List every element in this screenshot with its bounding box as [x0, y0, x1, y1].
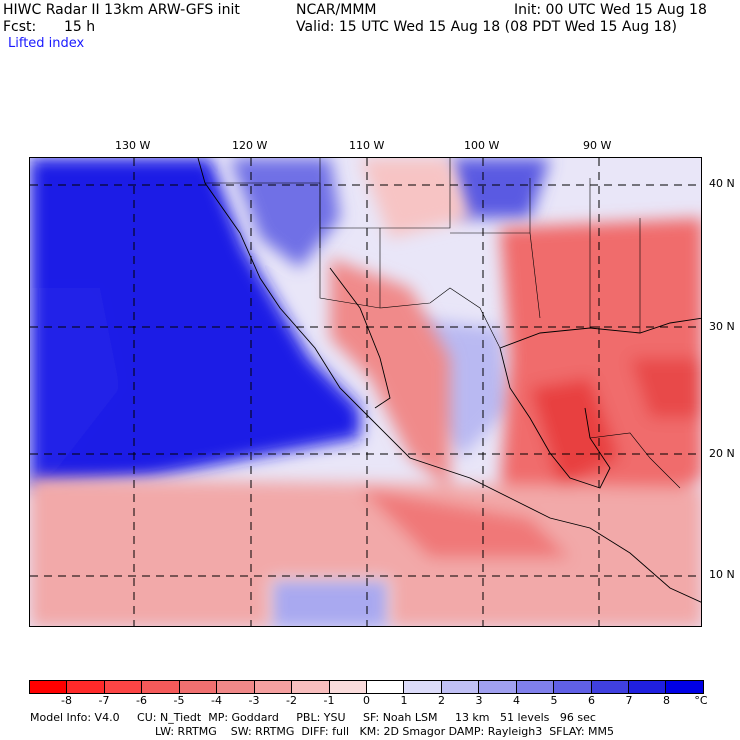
colorbar-tick-label: 1	[400, 694, 408, 707]
graticule	[30, 158, 701, 626]
colorbar-swatch	[66, 681, 104, 693]
colorbar-swatch	[590, 681, 628, 693]
colorbar-swatch	[553, 681, 591, 693]
colorbar-swatch	[141, 681, 179, 693]
colorbar-tick-label: 4	[513, 694, 520, 707]
stable-pacific-region	[30, 158, 550, 626]
colorbar-tick-label: 2	[438, 694, 445, 707]
colorbar-tick-label: 6	[588, 694, 595, 707]
unstable-region	[30, 158, 701, 626]
lat-label-40n: 40 N	[709, 177, 735, 190]
colorbar-tick-label: -7	[98, 694, 110, 707]
colorbar-swatch	[665, 681, 703, 693]
lat-label-30n: 30 N	[709, 320, 735, 333]
colorbar-swatch	[216, 681, 254, 693]
lifted-index-map[interactable]	[29, 157, 702, 627]
lon-label-110w: 110 W	[349, 139, 385, 152]
colorbar-swatch	[328, 681, 366, 693]
lat-label-10n: 10 N	[709, 568, 735, 581]
colorbar-tick-label: 5	[550, 694, 558, 707]
valid-time: Valid: 15 UTC Wed 15 Aug 18 (08 PDT Wed …	[296, 19, 677, 35]
colorbar-tick-label: 3	[475, 694, 483, 707]
colorbar-tick-label: -8	[61, 694, 72, 707]
organization: NCAR/MMM	[296, 2, 377, 18]
colorbar-swatch	[178, 681, 217, 693]
colorbar-tick-label: 0	[363, 694, 370, 707]
colorbar-swatch	[440, 681, 479, 693]
colorbar-swatch	[403, 681, 441, 693]
colorbar-swatch	[628, 681, 666, 693]
model-info-line2: LW: RRTMG SW: RRTMG DIFF: full KM: 2D Sm…	[155, 725, 615, 738]
colorbar-tick-label: -5	[173, 694, 185, 707]
init-time: Init: 00 UTC Wed 15 Aug 18	[514, 2, 707, 18]
lon-label-100w: 100 W	[464, 139, 500, 152]
lon-label-120w: 120 W	[232, 139, 268, 152]
colorbar-tick-label: -4	[211, 694, 222, 707]
colorbar-swatch	[103, 681, 142, 693]
model-info-line1: Model Info: V4.0 CU: N_Tiedt MP: Goddard…	[30, 711, 596, 724]
colorbar-tick-label: -3	[248, 694, 260, 707]
forecast-label: Fcst:	[3, 19, 37, 35]
lat-label-20n: 20 N	[709, 447, 735, 460]
political-borders	[205, 158, 681, 489]
field-name: Lifted index	[8, 36, 85, 51]
colorbar-swatch	[478, 681, 516, 693]
product-title: HIWC Radar II 13km ARW-GFS init	[3, 2, 240, 18]
map-canvas	[30, 158, 701, 626]
colorbar	[29, 680, 704, 694]
lon-label-90w: 90 W	[583, 139, 612, 152]
colorbar-swatch	[30, 681, 67, 693]
colorbar-tick-label: -6	[136, 694, 147, 707]
coastlines	[197, 158, 701, 603]
colorbar-swatch	[365, 681, 404, 693]
colorbar-tick-label: 8	[663, 694, 670, 707]
colorbar-swatch	[515, 681, 554, 693]
colorbar-swatch	[253, 681, 292, 693]
colorbar-unit: °C	[694, 694, 708, 707]
colorbar-tick-label: -2	[286, 694, 297, 707]
forecast-hour: 15 h	[64, 19, 96, 35]
colorbar-tick-label: -1	[323, 694, 335, 707]
lon-label-130w: 130 W	[115, 139, 151, 152]
colorbar-tick-label: 7	[625, 694, 633, 707]
colorbar-swatch	[291, 681, 329, 693]
